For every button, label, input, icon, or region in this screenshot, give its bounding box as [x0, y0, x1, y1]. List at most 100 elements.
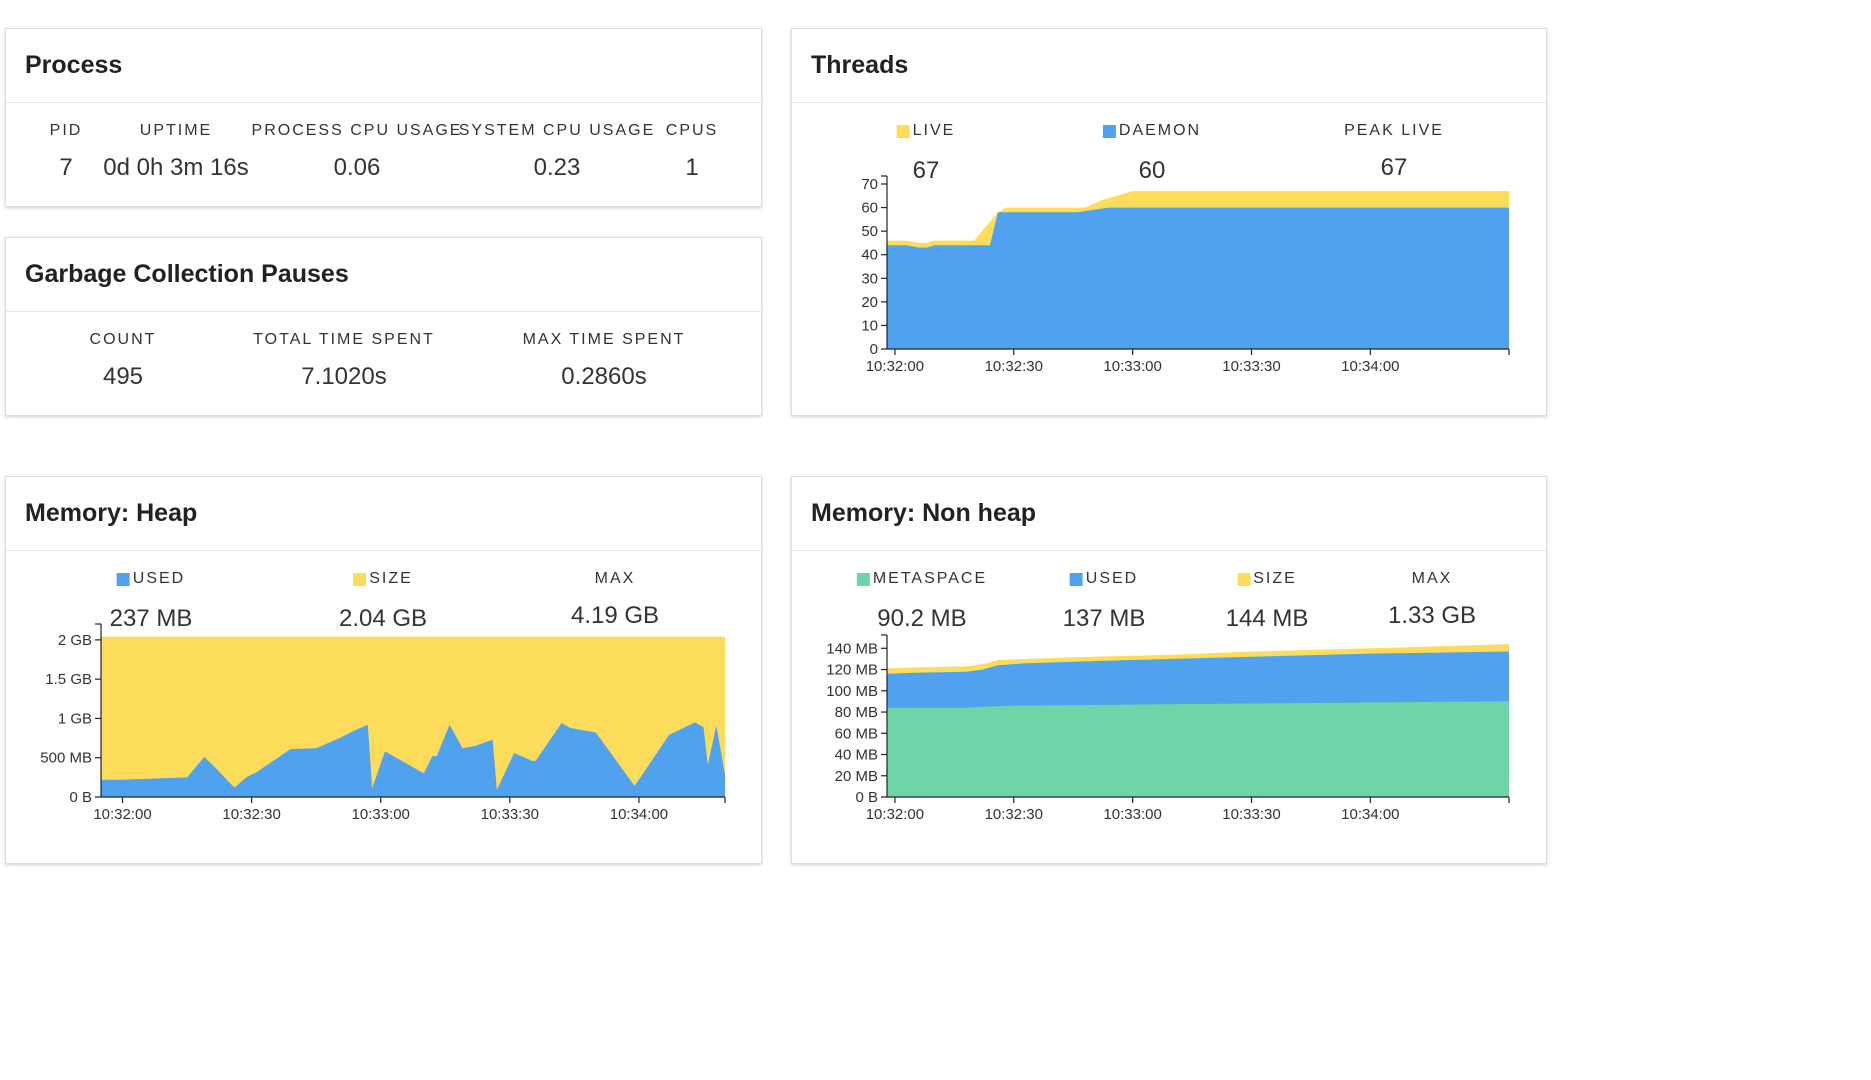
nonheap-panel: Memory: Non heap METASPACE 90.2 MB USED …	[791, 476, 1547, 864]
legend-daemon: DAEMON	[1102, 122, 1202, 140]
stat-label: MAX	[594, 570, 636, 587]
stat-value: 67	[1380, 154, 1408, 181]
stat-value: 0.2860s	[561, 363, 647, 390]
legend-size: SIZE	[1237, 570, 1297, 588]
nonheap-panel-header: Memory: Non heap	[792, 477, 1546, 551]
stat-gc-max-time: MAX TIME SPENT 0.2860s	[523, 331, 686, 391]
x-tick-label: 10:32:30	[985, 358, 1043, 375]
gc-panel-header: Garbage Collection Pauses	[6, 238, 761, 312]
legend-size: SIZE	[353, 570, 413, 588]
stat-label: SIZE	[369, 570, 413, 587]
stat-value: 0.23	[533, 154, 581, 181]
stat-nonheap-used: USED 137 MB	[1063, 570, 1146, 633]
y-tick-label: 60	[861, 200, 878, 217]
stat-value: 4.19 GB	[570, 602, 660, 629]
stat-value: 1	[685, 154, 699, 181]
stat-label: CPUS	[665, 122, 719, 139]
y-tick-label: 20 MB	[835, 768, 878, 785]
process-title: Process	[25, 51, 123, 79]
stat-label: SIZE	[1253, 570, 1297, 587]
x-tick-label: 10:34:00	[1341, 806, 1399, 823]
used-swatch	[1069, 572, 1083, 586]
stat-label: TOTAL TIME SPENT	[253, 331, 435, 348]
stat-label: MAX TIME SPENT	[522, 331, 686, 348]
threads-title: Threads	[811, 51, 909, 79]
legend-metaspace: METASPACE	[856, 570, 987, 588]
heap-title: Memory: Heap	[25, 499, 198, 527]
y-tick-label: 500 MB	[40, 750, 92, 767]
stat-label: UPTIME	[139, 122, 213, 139]
heap-chart: 0 B 500 MB 1 GB 1.5 GB 2 GB 10:32:00 10:32:30 1…	[40, 623, 726, 823]
legend-used: USED	[1069, 570, 1138, 588]
series-area-used	[101, 722, 725, 797]
stat-heap-size: SIZE 2.04 GB	[339, 570, 427, 633]
x-tick-label: 10:34:00	[610, 806, 668, 823]
stat-value: 2.04 GB	[338, 604, 428, 632]
y-tick-label: 0 B	[69, 789, 92, 806]
stat-process-cpu-usage: PROCESS CPU USAGE 0.06	[252, 122, 463, 182]
y-tick-label: 100 MB	[826, 683, 878, 700]
heap-panel: Memory: Heap USED 237 MB SIZE 2.04 GB MA…	[5, 476, 762, 864]
stat-value: 0d 0h 3m 16s	[103, 154, 249, 181]
stat-nonheap-metaspace: METASPACE 90.2 MB	[856, 570, 987, 633]
threads-panel-header: Threads	[792, 29, 1546, 103]
stat-label: DAEMON	[1118, 122, 1202, 139]
x-tick-label: 10:33:30	[1222, 806, 1280, 823]
y-tick-label: 140 MB	[826, 640, 878, 657]
stat-label: LIVE	[912, 122, 956, 139]
x-tick-label: 10:33:00	[1103, 358, 1161, 375]
y-tick-label: 60 MB	[835, 725, 878, 742]
used-swatch	[116, 572, 130, 586]
y-tick-label: 50	[861, 223, 878, 240]
metaspace-swatch	[856, 572, 870, 586]
series-area-daemon	[887, 207, 1509, 349]
stat-label: PROCESS CPU USAGE	[251, 122, 463, 139]
gc-panel: Garbage Collection Pauses COUNT 495 TOTA…	[5, 237, 762, 416]
stat-label: PID	[49, 122, 83, 139]
stat-nonheap-max: MAX 1.33 GB	[1388, 570, 1476, 630]
stat-label: SYSTEM CPU USAGE	[458, 122, 656, 139]
stat-gc-count: COUNT 495	[90, 331, 157, 391]
series-area-metaspace	[887, 701, 1509, 797]
stat-value: 237 MB	[109, 604, 193, 632]
x-tick-label: 10:32:00	[866, 358, 924, 375]
heap-panel-header: Memory: Heap	[6, 477, 761, 551]
stat-threads-daemon: DAEMON 60	[1102, 122, 1202, 185]
x-tick-label: 10:33:30	[481, 806, 539, 823]
nonheap-title: Memory: Non heap	[811, 499, 1037, 527]
stat-label: USED	[132, 570, 186, 587]
live-swatch	[896, 124, 910, 138]
y-tick-label: 2 GB	[58, 632, 92, 649]
stat-value: 0.06	[333, 154, 381, 181]
x-tick-label: 10:33:00	[352, 806, 410, 823]
y-tick-label: 1 GB	[58, 710, 92, 727]
stat-system-cpu-usage: SYSTEM CPU USAGE 0.23	[459, 122, 655, 182]
x-tick-label: 10:33:00	[1103, 806, 1161, 823]
y-tick-label: 40 MB	[835, 747, 878, 764]
size-swatch	[1237, 572, 1251, 586]
stat-value: 60	[1138, 156, 1166, 184]
stat-cpus: CPUS 1	[666, 122, 718, 182]
stat-label: PEAK LIVE	[1344, 122, 1444, 139]
stat-threads-live: LIVE 67	[896, 122, 956, 185]
y-tick-label: 0	[870, 341, 878, 358]
stat-value: 137 MB	[1062, 604, 1146, 632]
legend-used: USED	[116, 570, 186, 588]
y-tick-label: 70	[861, 176, 878, 193]
x-tick-label: 10:33:30	[1222, 358, 1280, 375]
process-panel: Process PID 7 UPTIME 0d 0h 3m 16s PROCES…	[5, 28, 762, 207]
stat-nonheap-size: SIZE 144 MB	[1226, 570, 1309, 633]
y-tick-label: 40	[861, 247, 878, 264]
legend-live: LIVE	[896, 122, 956, 140]
nonheap-chart: 0 B 20 MB 40 MB 60 MB 80 MB 100 MB 120 MB 140 M…	[826, 634, 1510, 823]
stat-heap-used: USED 237 MB	[110, 570, 193, 633]
size-swatch	[353, 572, 367, 586]
stat-value: 67	[912, 156, 940, 184]
stat-value: 495	[102, 363, 144, 390]
x-tick-label: 10:32:00	[93, 806, 151, 823]
gc-title: Garbage Collection Pauses	[25, 260, 349, 288]
threads-chart: 0 10 20 30 40 50 60 70 10:32:00 10:32:30 10:33:00 1…	[861, 175, 1510, 375]
stat-threads-peak-live: PEAK LIVE 67	[1344, 122, 1444, 182]
stat-value: 90.2 MB	[877, 604, 967, 632]
y-tick-label: 0 B	[855, 789, 878, 806]
